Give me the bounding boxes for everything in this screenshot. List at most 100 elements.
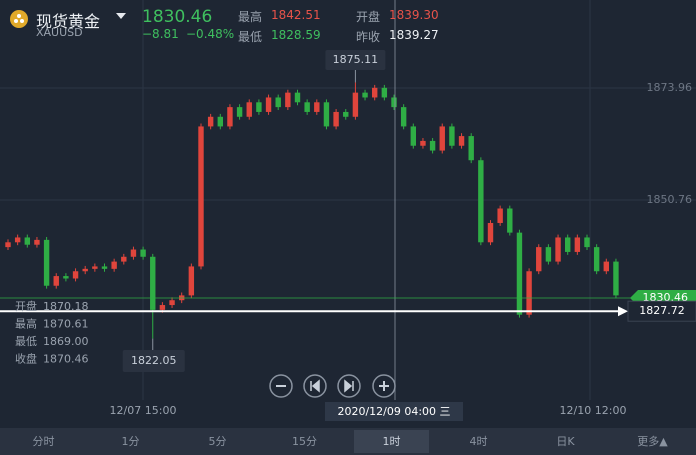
stat-label: 昨收 [356, 30, 381, 44]
tab[interactable]: 1时 [383, 435, 401, 448]
stat-label: 最高 [238, 10, 263, 24]
change-pct: −0.48% [186, 27, 235, 41]
tab[interactable]: 15分 [292, 435, 317, 448]
tabs: 分时 1分 5分 15分 1时 4时 日K 更多▲ [33, 430, 668, 453]
logo-icon [10, 10, 28, 28]
candle-body [101, 266, 108, 269]
candle-body [497, 208, 503, 223]
title: 现货黄金 [36, 12, 101, 31]
candle-body [458, 136, 465, 146]
candle-body [159, 305, 166, 310]
step-back-icon [310, 379, 320, 393]
change: −8.81 [142, 27, 179, 41]
candle-body [53, 276, 59, 286]
step-forward[interactable] [337, 374, 361, 398]
high-label: 1875.11 [333, 53, 379, 66]
candle-body [236, 107, 243, 117]
candle-body [343, 111, 349, 117]
stat-value: 1839.27 [389, 28, 439, 42]
tab[interactable]: 更多▲ [637, 434, 668, 448]
candle-body [150, 256, 156, 310]
candle-body [429, 140, 436, 151]
candle-body [217, 116, 223, 127]
candle-body [92, 266, 98, 269]
candle-body [507, 208, 513, 233]
candle-body [140, 249, 146, 257]
ohlc-value: 1870.61 [43, 318, 89, 331]
tab[interactable]: 分时 [33, 435, 55, 448]
stat-value: 1842.51 [271, 8, 321, 22]
zoom-controls [269, 374, 396, 398]
candle-body [420, 140, 426, 146]
candle-body [207, 116, 214, 127]
tab[interactable]: 1分 [122, 435, 140, 448]
step-forward-icon [344, 379, 354, 393]
candle-body [111, 261, 117, 269]
logo-dot [14, 19, 18, 23]
crosshair-time-label: 2020/12/09 04:00 三 [337, 405, 450, 418]
tab[interactable]: 5分 [209, 435, 227, 448]
candle-body [246, 102, 252, 117]
candle-body [188, 266, 195, 296]
candle-body [391, 97, 397, 108]
tab[interactable]: 日K [556, 435, 575, 448]
candle-body [43, 239, 50, 286]
ohlc-label: 收盘 [15, 352, 37, 366]
candle-body [265, 97, 272, 112]
active-tab-bg [354, 430, 429, 453]
candle-body [468, 136, 474, 161]
zoom-out[interactable] [269, 374, 293, 398]
zoom-in-icon [379, 381, 389, 391]
candle-body [304, 102, 310, 112]
zoom-in[interactable] [372, 374, 396, 398]
candle-body [72, 271, 79, 279]
candle-body [5, 242, 11, 248]
stat-value: 1828.59 [271, 28, 321, 42]
logo-dot [17, 14, 21, 18]
step-back[interactable] [303, 374, 327, 398]
stat-label: 开盘 [356, 10, 381, 24]
candle-body [613, 261, 619, 296]
x-tick-label: 12/07 15:00 [110, 404, 177, 417]
candle-body [487, 222, 494, 243]
dropdown-arrow[interactable] [116, 13, 126, 19]
tab-bar [0, 428, 696, 455]
candle-body [362, 92, 368, 98]
low-box [122, 350, 185, 372]
candle-body [352, 92, 359, 117]
candle-body [381, 87, 388, 98]
candle-body [574, 237, 581, 252]
candle-body [323, 102, 330, 127]
stat-label: 最低 [238, 30, 263, 44]
candle-body [34, 239, 40, 245]
crosshair-price-box [627, 300, 696, 322]
chart: 1850.76 1873.96 1830.46 1827.72 1875.11 1822.… [0, 0, 696, 421]
tab[interactable]: 4时 [470, 435, 488, 448]
logo-dot [20, 19, 24, 23]
candle-body [198, 126, 204, 267]
price: 1830.46 [142, 7, 213, 27]
candle-body [14, 237, 21, 243]
candle-body [63, 276, 69, 279]
candle-body [333, 111, 339, 127]
ohlc-value: 1870.46 [43, 353, 89, 366]
candle-body [130, 249, 137, 257]
ohlc-label: 开盘 [15, 299, 37, 313]
candle-body [536, 247, 542, 272]
y-tick-label: 1850.76 [647, 193, 693, 206]
candle-body [555, 237, 561, 262]
candle-body [372, 87, 378, 98]
candle-body [545, 247, 552, 262]
candle-body [400, 107, 407, 127]
chart-bg [0, 0, 696, 428]
candle-body [275, 97, 281, 108]
candle-body [565, 237, 571, 252]
low-label: 1822.05 [131, 354, 177, 367]
candle-body [593, 247, 600, 272]
candle-body [584, 237, 590, 248]
ohlc-label: 最低 [15, 335, 37, 348]
candle-body [478, 160, 484, 243]
high-box [325, 50, 386, 70]
candle-body [294, 92, 301, 103]
